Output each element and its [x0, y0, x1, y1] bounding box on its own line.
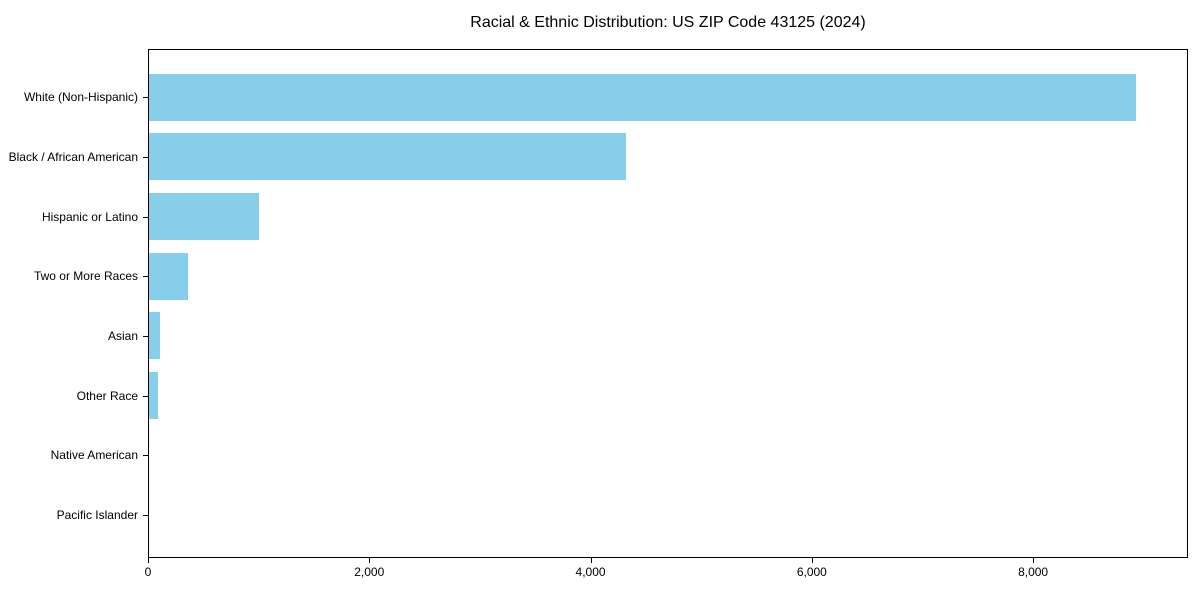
y-tick-label: Black / African American	[8, 149, 138, 164]
chart-title: Racial & Ethnic Distribution: US ZIP Cod…	[470, 14, 866, 31]
bar	[149, 133, 627, 181]
y-tick-label: Pacific Islander	[56, 507, 138, 522]
y-tick-label: Hispanic or Latino	[41, 209, 138, 224]
y-tick-mark	[143, 514, 148, 516]
x-tick-mark	[369, 558, 371, 563]
bar	[149, 312, 161, 360]
bar	[149, 193, 260, 241]
y-tick-mark	[143, 395, 148, 397]
x-tick-label: 8,000	[1018, 565, 1049, 579]
y-tick-mark	[143, 97, 148, 99]
x-tick-label: 4,000	[575, 565, 606, 579]
y-tick-mark	[143, 276, 148, 278]
y-tick-mark	[143, 216, 148, 218]
y-tick-mark	[143, 455, 148, 457]
x-tick-mark	[1033, 558, 1035, 563]
y-tick-label: Asian	[107, 328, 138, 343]
plot-area	[148, 49, 1188, 558]
y-tick-mark	[143, 335, 148, 337]
y-tick-label: Native American	[50, 448, 138, 463]
y-tick-label: Two or More Races	[33, 269, 138, 284]
bar	[149, 252, 188, 300]
bar	[149, 372, 158, 420]
y-tick-label: Other Race	[76, 388, 138, 403]
x-tick-mark	[148, 558, 149, 563]
x-tick-label: 2,000	[354, 565, 385, 579]
bar	[149, 73, 1137, 121]
x-tick-label: 6,000	[796, 565, 827, 579]
x-tick-label: 0	[144, 565, 152, 579]
y-tick-mark	[143, 156, 148, 158]
x-tick-mark	[590, 558, 592, 563]
x-tick-mark	[811, 558, 813, 563]
y-tick-label: White (Non-Hispanic)	[23, 90, 138, 105]
